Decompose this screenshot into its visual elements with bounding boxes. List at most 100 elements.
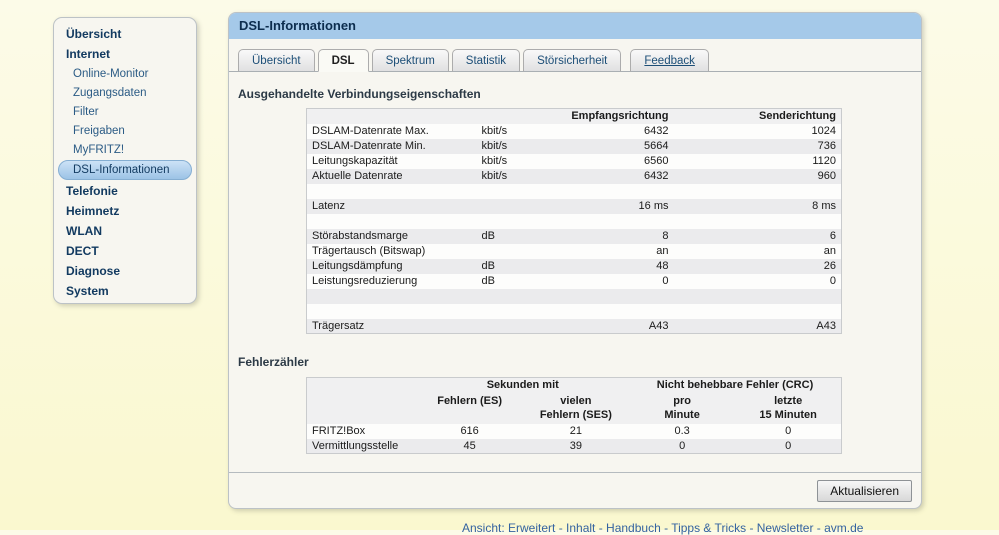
table-row: Leitungskapazitätkbit/s65601120	[307, 154, 842, 169]
table-cell	[477, 184, 562, 199]
tab-spektrum[interactable]: Spektrum	[372, 49, 449, 72]
table-cell	[477, 214, 562, 229]
sidebar-item-dsl-informationen[interactable]: DSL-Informationen	[58, 160, 192, 180]
connection-table-body: DSLAM-Datenrate Max.kbit/s64321024DSLAM-…	[307, 124, 842, 334]
table-row: Trägertausch (Bitswap) anan	[307, 244, 842, 259]
section-heading-errors: Fehlerzähler	[238, 334, 921, 369]
table-cell: DSLAM-Datenrate Min.	[307, 139, 477, 154]
tab-statistik[interactable]: Statistik	[452, 49, 520, 72]
table-cell: dB	[477, 229, 562, 244]
table-cell	[307, 184, 477, 199]
sidebar-item-filter[interactable]: Filter	[54, 102, 196, 121]
column-header: Senderichtung	[674, 109, 842, 124]
table-cell: dB	[477, 259, 562, 274]
table-cell: A43	[562, 319, 674, 334]
table-row: TrägersatzA43A43	[307, 319, 842, 334]
table-cell	[307, 289, 477, 304]
table-row: DSLAM-Datenrate Max.kbit/s64321024	[307, 124, 842, 139]
sidebar-item-ubersicht[interactable]: Übersicht	[54, 24, 196, 44]
sidebar-item-myfritz[interactable]: MyFRITZ!	[54, 140, 196, 159]
sidebar-item-dect[interactable]: DECT	[54, 241, 196, 261]
page-title-bar: DSL-Informationen	[229, 13, 921, 39]
sidebar-item-wlan[interactable]: WLAN	[54, 221, 196, 241]
table-cell	[562, 214, 674, 229]
table-cell: 48	[562, 259, 674, 274]
table-cell: 1024	[674, 124, 842, 139]
tab-bar: ÜbersichtDSLSpektrumStatistikStörsicherh…	[229, 39, 921, 72]
tab-ubersicht[interactable]: Übersicht	[238, 49, 315, 72]
table-cell: an	[674, 244, 842, 259]
table-cell: 8	[562, 229, 674, 244]
table-cell	[307, 214, 477, 229]
table-cell: 39	[523, 439, 629, 454]
table-cell: Leitungsdämpfung	[307, 259, 477, 274]
column-header: pro Minute	[629, 393, 735, 424]
table-cell	[674, 289, 842, 304]
table-cell: Latenz	[307, 199, 477, 214]
sidebar-item-system[interactable]: System	[54, 281, 196, 301]
sidebar-item-heimnetz[interactable]: Heimnetz	[54, 201, 196, 221]
column-group-header: Nicht behebbare Fehler (CRC)	[629, 378, 842, 393]
table-row	[307, 184, 842, 199]
column-header: Fehlern (ES)	[417, 393, 523, 424]
table-cell: 8 ms	[674, 199, 842, 214]
table-cell	[477, 199, 562, 214]
table-cell: Vermittlungsstelle	[307, 439, 417, 454]
table-row: StörabstandsmargedB86	[307, 229, 842, 244]
table-cell: 6432	[562, 169, 674, 184]
column-header: letzte 15 Minuten	[735, 393, 841, 424]
table-cell	[477, 304, 562, 319]
table-cell: 0	[735, 439, 841, 454]
tab-feedback[interactable]: Feedback	[630, 49, 709, 72]
table-cell	[674, 184, 842, 199]
table-cell: 616	[417, 424, 523, 439]
table-cell	[307, 304, 477, 319]
table-cell: Aktuelle Datenrate	[307, 169, 477, 184]
sidebar-item-freigaben[interactable]: Freigaben	[54, 121, 196, 140]
table-cell: kbit/s	[477, 169, 562, 184]
main-panel: DSL-Informationen ÜbersichtDSLSpektrumSt…	[228, 12, 922, 509]
table-cell	[674, 214, 842, 229]
sidebar: ÜbersichtInternetOnline-MonitorZugangsda…	[53, 17, 197, 304]
table-cell: Leitungskapazität	[307, 154, 477, 169]
table-cell: 6560	[562, 154, 674, 169]
column-header	[477, 109, 562, 124]
table-cell: 960	[674, 169, 842, 184]
table-cell	[477, 244, 562, 259]
table-cell	[674, 304, 842, 319]
tab-content: Ausgehandelte Verbindungseigenschaften E…	[229, 72, 921, 472]
footer-links[interactable]: Ansicht: Erweitert - Inhalt - Handbuch -…	[462, 521, 863, 535]
table-cell: DSLAM-Datenrate Max.	[307, 124, 477, 139]
table-cell: an	[562, 244, 674, 259]
table-cell: FRITZ!Box	[307, 424, 417, 439]
table-cell	[562, 304, 674, 319]
sidebar-item-zugangsdaten[interactable]: Zugangsdaten	[54, 83, 196, 102]
table-cell: 0.3	[629, 424, 735, 439]
table-cell: 0	[629, 439, 735, 454]
table-cell: 0	[735, 424, 841, 439]
connection-table-head-row: EmpfangsrichtungSenderichtung	[307, 109, 842, 124]
table-cell: 6432	[562, 124, 674, 139]
table-cell: kbit/s	[477, 139, 562, 154]
table-row	[307, 304, 842, 319]
table-cell: 736	[674, 139, 842, 154]
table-cell: 45	[417, 439, 523, 454]
table-cell: Trägertausch (Bitswap)	[307, 244, 477, 259]
refresh-button[interactable]: Aktualisieren	[817, 480, 912, 502]
column-header	[307, 393, 417, 424]
table-cell: 5664	[562, 139, 674, 154]
table-cell: 6	[674, 229, 842, 244]
sidebar-item-online-monitor[interactable]: Online-Monitor	[54, 64, 196, 83]
sidebar-item-diagnose[interactable]: Diagnose	[54, 261, 196, 281]
table-cell	[477, 319, 562, 334]
sidebar-item-internet[interactable]: Internet	[54, 44, 196, 64]
table-row: Fehlern (ES)vielen Fehlern (SES)pro Minu…	[307, 393, 842, 424]
table-cell	[562, 289, 674, 304]
tab-storsicherheit[interactable]: Störsicherheit	[523, 49, 621, 72]
table-row: Vermittlungsstelle453900	[307, 439, 842, 454]
tab-dsl[interactable]: DSL	[318, 49, 369, 72]
table-cell: 0	[674, 274, 842, 289]
sidebar-item-telefonie[interactable]: Telefonie	[54, 181, 196, 201]
table-cell: 26	[674, 259, 842, 274]
table-row: Sekunden mitNicht behebbare Fehler (CRC)	[307, 378, 842, 393]
